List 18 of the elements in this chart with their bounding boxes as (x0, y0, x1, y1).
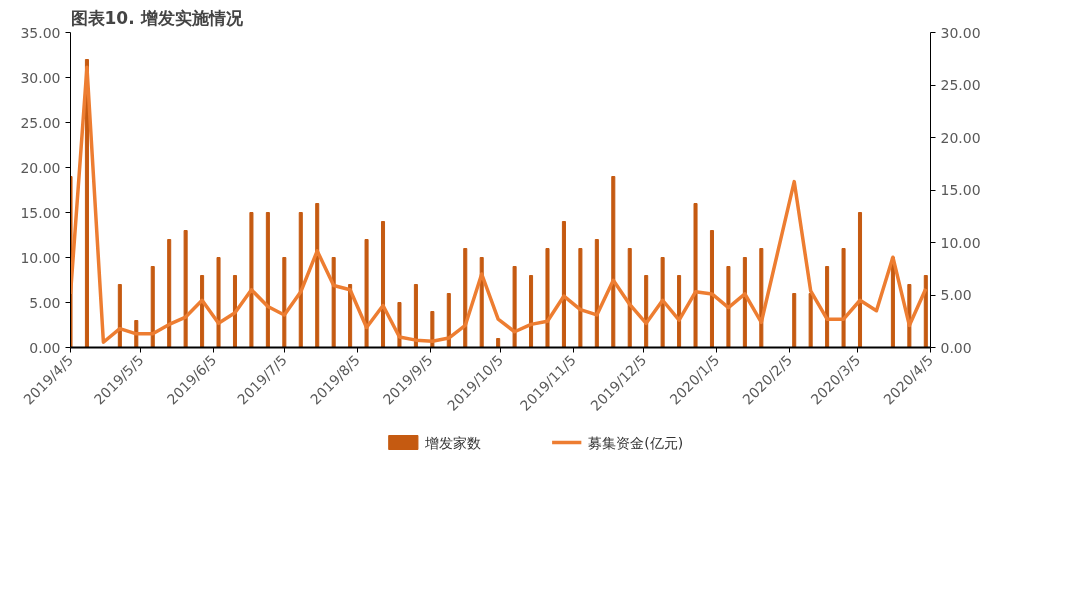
y2-tick-label: 0.00 (940, 339, 972, 356)
y2-tick-label: 10.00 (940, 234, 981, 251)
chart-title: 图表10. 增发实施情况 (70, 7, 244, 28)
y-tick-label: 35.00 (20, 24, 61, 41)
y2-tick-label: 15.00 (940, 182, 981, 198)
legend-label: 增发家数 (423, 434, 481, 451)
y-tick-label: 15.00 (20, 204, 61, 221)
y-tick-label: 10.00 (20, 249, 61, 266)
y2-tick-label: 30.00 (940, 24, 981, 41)
y-tick-label: 25.00 (20, 114, 61, 131)
y-tick-label: 0.00 (29, 339, 61, 356)
y2-tick-label: 20.00 (940, 129, 981, 146)
y-tick-label: 5.00 (29, 294, 61, 311)
y-tick-label: 30.00 (20, 69, 61, 86)
legend-label: 募集资金(亿元) (588, 434, 684, 451)
y2-tick-label: 5.00 (940, 287, 972, 303)
y2-tick-label: 25.00 (940, 77, 981, 93)
y-tick-label: 20.00 (20, 159, 61, 176)
